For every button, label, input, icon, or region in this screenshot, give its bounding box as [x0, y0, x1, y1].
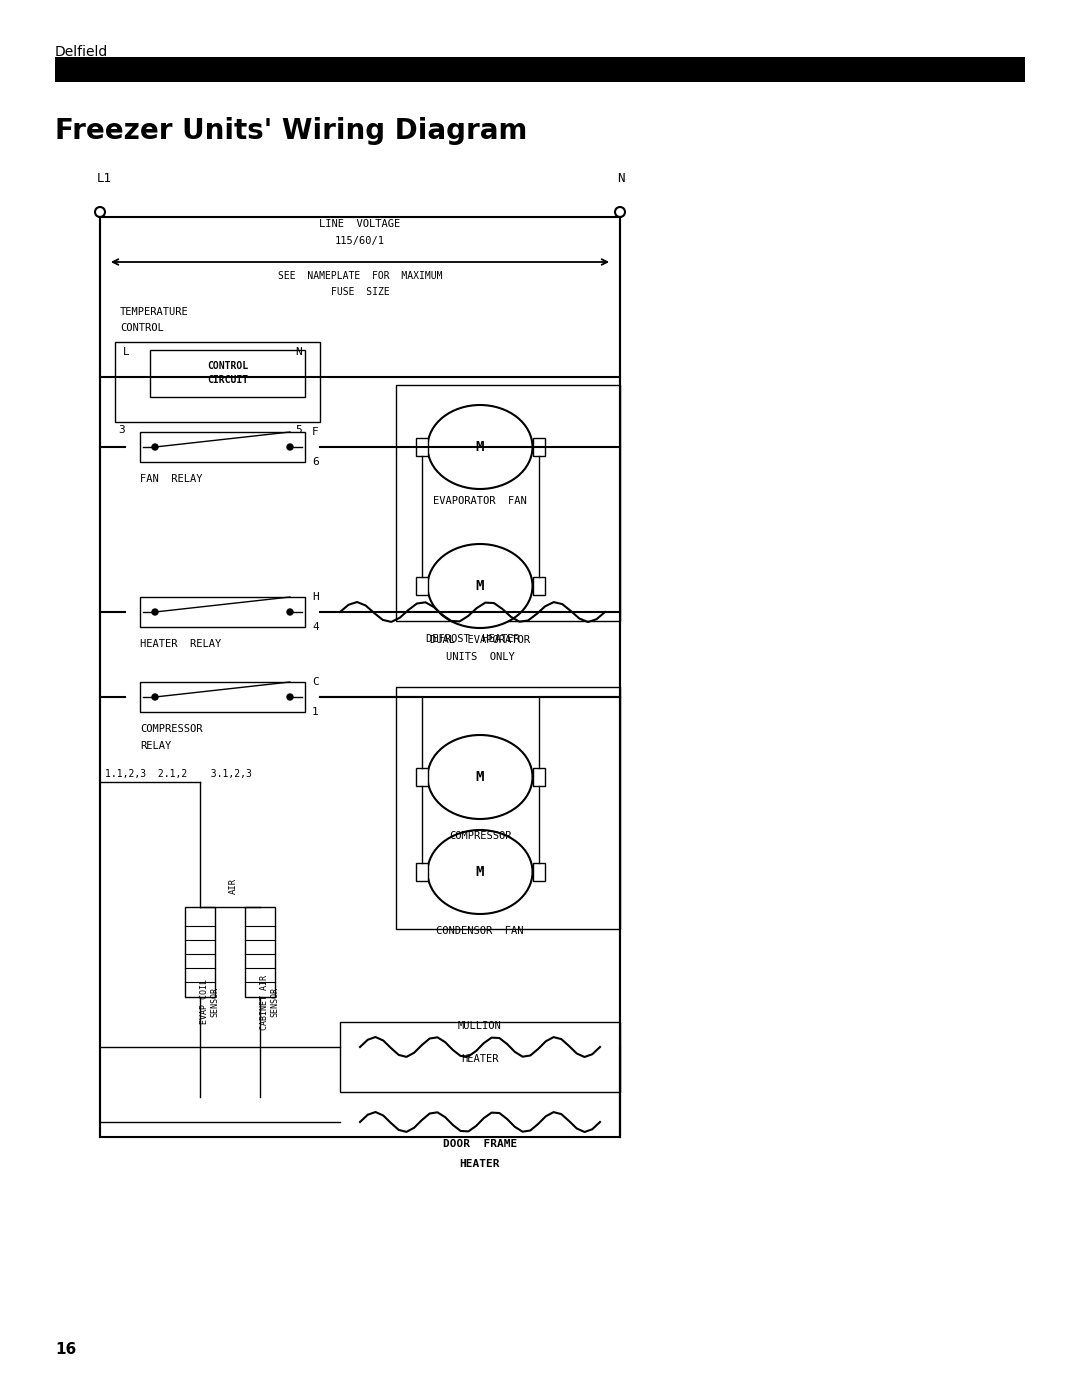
Bar: [340, 1023, 620, 1092]
Text: N: N: [617, 172, 624, 184]
Text: CONTROL: CONTROL: [207, 362, 248, 372]
Circle shape: [287, 444, 293, 450]
Bar: [100, 217, 620, 1137]
Text: LINE  VOLTAGE: LINE VOLTAGE: [320, 219, 401, 229]
Bar: [55, 57, 1025, 82]
Bar: [150, 351, 305, 397]
Bar: [245, 907, 275, 997]
Text: N: N: [295, 346, 301, 358]
Circle shape: [287, 609, 293, 615]
Text: M: M: [476, 578, 484, 592]
Text: EVAP COIL
SENSOR: EVAP COIL SENSOR: [200, 979, 219, 1024]
Text: 3: 3: [118, 425, 125, 434]
Bar: [395, 687, 620, 929]
Circle shape: [152, 444, 158, 450]
Circle shape: [615, 207, 625, 217]
Text: 115/60/1: 115/60/1: [335, 236, 384, 246]
Ellipse shape: [428, 543, 532, 629]
Text: HEATER: HEATER: [460, 1160, 500, 1169]
Text: EVAPORATOR  FAN: EVAPORATOR FAN: [433, 496, 527, 506]
Text: RELAY: RELAY: [140, 740, 172, 752]
Bar: [532, 577, 544, 595]
Text: Delfield: Delfield: [55, 45, 108, 59]
Text: H: H: [312, 592, 319, 602]
Circle shape: [152, 694, 158, 700]
Text: 1: 1: [312, 707, 319, 717]
Text: DEFROST  HEATER: DEFROST HEATER: [426, 634, 519, 644]
Bar: [140, 682, 305, 712]
Text: 16: 16: [55, 1343, 77, 1356]
Text: 6: 6: [312, 457, 319, 467]
Text: HEATER: HEATER: [461, 1053, 499, 1065]
Text: F: F: [312, 427, 319, 437]
Bar: [532, 768, 544, 787]
Text: AIR: AIR: [229, 877, 238, 894]
Text: C: C: [312, 678, 319, 687]
Bar: [532, 863, 544, 882]
Text: M: M: [476, 865, 484, 879]
Bar: [395, 386, 620, 622]
Text: 4: 4: [312, 622, 319, 631]
Text: 1.1,2,3  2.1,2    3.1,2,3: 1.1,2,3 2.1,2 3.1,2,3: [105, 768, 252, 780]
Text: FAN  RELAY: FAN RELAY: [140, 474, 203, 483]
Text: CONDENSOR  FAN: CONDENSOR FAN: [436, 926, 524, 936]
Bar: [416, 768, 428, 787]
Circle shape: [287, 694, 293, 700]
Text: FUSE  SIZE: FUSE SIZE: [330, 286, 390, 298]
Bar: [185, 907, 215, 997]
Bar: [532, 439, 544, 455]
Text: 5: 5: [295, 425, 301, 434]
Text: CABINET AIR
SENSOR: CABINET AIR SENSOR: [260, 975, 280, 1030]
Text: DOOR  FRAME: DOOR FRAME: [443, 1139, 517, 1148]
Text: SEE  NAMEPLATE  FOR  MAXIMUM: SEE NAMEPLATE FOR MAXIMUM: [278, 271, 442, 281]
Text: HEATER  RELAY: HEATER RELAY: [140, 638, 221, 650]
Text: CONTROL: CONTROL: [120, 323, 164, 332]
Ellipse shape: [428, 830, 532, 914]
Circle shape: [95, 207, 105, 217]
Text: COMPRESSOR: COMPRESSOR: [140, 724, 203, 733]
Bar: [140, 432, 305, 462]
Bar: [416, 863, 428, 882]
Text: M: M: [476, 770, 484, 784]
Text: CIRCUIT: CIRCUIT: [207, 376, 248, 386]
Text: MULLION: MULLION: [458, 1021, 502, 1031]
Bar: [416, 439, 428, 455]
Text: UNITS  ONLY: UNITS ONLY: [446, 652, 514, 662]
Ellipse shape: [428, 405, 532, 489]
Ellipse shape: [428, 735, 532, 819]
Bar: [140, 597, 305, 627]
Text: Freezer Units' Wiring Diagram: Freezer Units' Wiring Diagram: [55, 117, 527, 145]
Text: COMPRESSOR: COMPRESSOR: [449, 831, 511, 841]
Text: L1: L1: [97, 172, 112, 184]
Text: M: M: [476, 440, 484, 454]
Text: L: L: [123, 346, 130, 358]
Circle shape: [152, 609, 158, 615]
Text: TEMPERATURE: TEMPERATURE: [120, 307, 189, 317]
Bar: [114, 342, 320, 422]
Bar: [416, 577, 428, 595]
Text: DUAL  EVAPORATOR: DUAL EVAPORATOR: [430, 636, 530, 645]
